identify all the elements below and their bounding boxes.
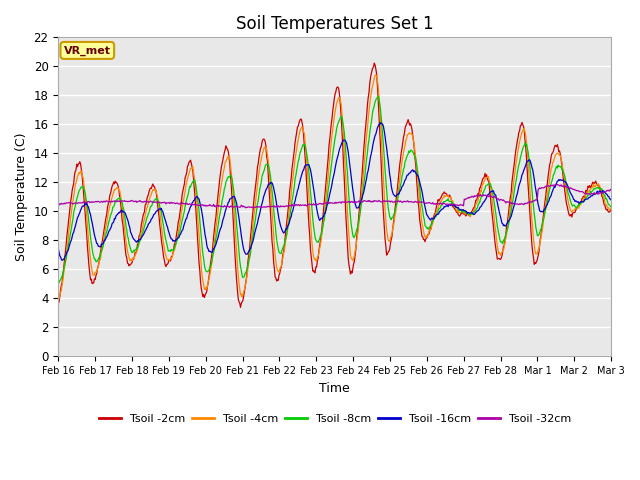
Tsoil -16cm [58, 257, 66, 263]
Text: VR_met: VR_met [64, 45, 111, 56]
Tsoil -4cm [419, 224, 427, 229]
Tsoil -8cm [207, 261, 215, 266]
Tsoil -16cm [65, 244, 73, 250]
Tsoil -32cm [177, 201, 185, 206]
Tsoil -2cm [371, 60, 378, 66]
Line: Tsoil -8cm: Tsoil -8cm [58, 96, 611, 283]
Tsoil -32cm [65, 200, 72, 205]
Tsoil -8cm [122, 223, 130, 229]
Line: Tsoil -2cm: Tsoil -2cm [58, 63, 611, 307]
Tsoil -4cm [54, 297, 62, 303]
Tsoil -16cm [122, 212, 130, 218]
Tsoil -8cm [55, 280, 63, 286]
Tsoil -16cm [404, 172, 412, 178]
Tsoil -4cm [607, 205, 615, 211]
Tsoil -2cm [237, 304, 244, 310]
Tsoil -16cm [420, 197, 428, 203]
Tsoil -2cm [207, 261, 214, 266]
Tsoil -32cm [122, 198, 129, 204]
Tsoil -32cm [54, 202, 62, 207]
Tsoil -32cm [607, 186, 615, 192]
Tsoil -16cm [607, 197, 615, 203]
Line: Tsoil -4cm: Tsoil -4cm [58, 75, 611, 300]
Title: Soil Temperatures Set 1: Soil Temperatures Set 1 [236, 15, 433, 33]
Tsoil -32cm [242, 205, 250, 211]
Tsoil -4cm [403, 135, 410, 141]
Y-axis label: Soil Temperature (C): Soil Temperature (C) [15, 132, 28, 261]
X-axis label: Time: Time [319, 382, 350, 395]
Tsoil -32cm [419, 199, 427, 205]
Tsoil -8cm [374, 93, 382, 99]
Tsoil -2cm [420, 237, 428, 242]
Tsoil -4cm [372, 72, 380, 78]
Tsoil -8cm [54, 279, 62, 285]
Tsoil -32cm [207, 203, 214, 208]
Tsoil -32cm [552, 181, 559, 187]
Tsoil -8cm [178, 218, 186, 224]
Tsoil -32cm [403, 199, 410, 204]
Line: Tsoil -32cm: Tsoil -32cm [58, 184, 611, 208]
Tsoil -16cm [376, 120, 384, 126]
Tsoil -4cm [65, 235, 72, 241]
Tsoil -16cm [54, 246, 62, 252]
Tsoil -8cm [607, 204, 615, 210]
Tsoil -16cm [207, 250, 215, 255]
Tsoil -8cm [404, 152, 412, 158]
Tsoil -2cm [54, 300, 62, 306]
Tsoil -8cm [420, 214, 428, 219]
Legend: Tsoil -2cm, Tsoil -4cm, Tsoil -8cm, Tsoil -16cm, Tsoil -32cm: Tsoil -2cm, Tsoil -4cm, Tsoil -8cm, Tsoi… [94, 410, 575, 429]
Tsoil -16cm [178, 228, 186, 233]
Tsoil -2cm [404, 120, 412, 125]
Line: Tsoil -16cm: Tsoil -16cm [58, 123, 611, 260]
Tsoil -2cm [177, 200, 185, 206]
Tsoil -4cm [122, 230, 129, 236]
Tsoil -4cm [177, 209, 185, 215]
Tsoil -8cm [65, 239, 73, 245]
Tsoil -2cm [122, 245, 129, 251]
Tsoil -2cm [607, 208, 615, 214]
Tsoil -2cm [65, 221, 72, 227]
Tsoil -4cm [207, 268, 214, 274]
